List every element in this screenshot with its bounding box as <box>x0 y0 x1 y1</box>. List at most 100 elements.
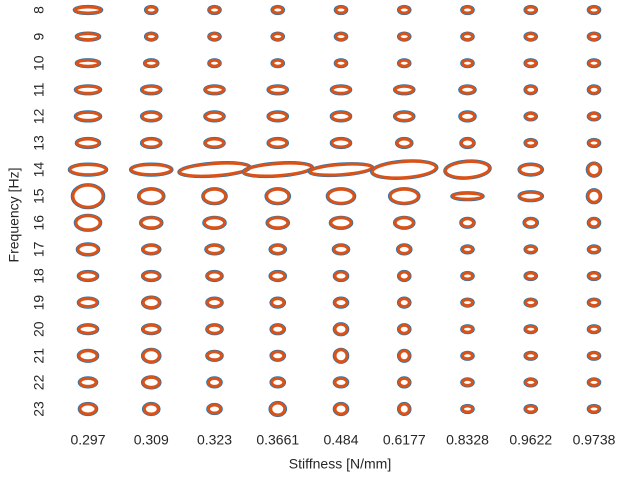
response-ellipse-b <box>143 58 159 68</box>
response-ellipse-b <box>144 32 158 42</box>
x-tick-label: 0.9622 <box>509 432 552 448</box>
y-tick-label: 19 <box>31 295 47 311</box>
x-tick-label: 0.9738 <box>573 432 616 448</box>
y-axis-label: Frequency [Hz] <box>6 168 22 263</box>
y-tick-label: 13 <box>31 135 47 151</box>
y-tick-label: 9 <box>31 32 47 40</box>
response-ellipse-b <box>587 377 601 387</box>
response-ellipse-b <box>393 110 415 122</box>
response-ellipse-b <box>518 190 544 202</box>
response-ellipse-b <box>587 32 601 42</box>
response-ellipse-b <box>587 84 601 95</box>
response-ellipse-b <box>141 243 161 255</box>
response-ellipse-b <box>587 271 601 281</box>
response-ellipse-b <box>206 297 223 309</box>
response-ellipse-b <box>204 137 225 149</box>
response-ellipse-b <box>524 84 538 95</box>
response-ellipse-b <box>77 349 99 363</box>
y-tick-label: 10 <box>31 55 47 71</box>
response-ellipse-b <box>397 349 411 363</box>
response-ellipse-b <box>334 32 348 42</box>
x-tick-label: 0.323 <box>197 432 232 448</box>
response-ellipse-b <box>207 403 222 415</box>
response-ellipse-b <box>71 183 105 209</box>
response-ellipse-b <box>397 297 411 309</box>
response-ellipse-b <box>334 58 348 68</box>
response-ellipse-b <box>330 110 352 122</box>
response-ellipse-b <box>77 323 99 335</box>
response-ellipse-b <box>140 110 162 122</box>
response-ellipse-b <box>265 187 291 205</box>
response-ellipse-b <box>330 137 352 149</box>
response-ellipse-b <box>586 162 602 178</box>
response-ellipse-b <box>461 404 474 414</box>
response-ellipse-b <box>461 244 474 254</box>
response-ellipse-b <box>266 216 290 230</box>
response-ellipse-b <box>326 187 356 205</box>
response-ellipse-b <box>333 270 349 282</box>
response-ellipse-b <box>524 404 538 414</box>
response-ellipse-b <box>76 242 100 256</box>
x-axis-label: Stiffness [N/mm] <box>289 456 391 472</box>
response-ellipse-b <box>271 58 285 68</box>
response-ellipse-b <box>587 351 601 361</box>
x-tick-label: 0.8328 <box>446 432 489 448</box>
response-ellipse-b <box>524 5 538 15</box>
response-ellipse-b <box>207 376 222 388</box>
response-ellipse-b <box>140 137 162 149</box>
response-ellipse-b <box>270 350 286 362</box>
response-ellipse-b <box>518 163 544 177</box>
response-ellipse-b <box>270 297 286 309</box>
response-ellipse-b <box>78 376 98 388</box>
response-ellipse-b <box>144 5 158 15</box>
response-ellipse-b <box>208 58 221 68</box>
response-ellipse-b <box>524 377 538 387</box>
response-ellipse-b <box>524 58 538 68</box>
response-ellipse-b <box>397 5 411 15</box>
response-ellipse-b <box>524 111 538 121</box>
response-ellipse-b <box>267 110 289 122</box>
response-ellipse-b <box>75 137 101 149</box>
response-ellipse-b <box>270 323 286 335</box>
response-ellipse-b <box>242 161 314 178</box>
response-ellipse-b <box>208 5 221 15</box>
response-ellipse-b <box>461 324 474 334</box>
response-ellipse-b <box>204 84 225 95</box>
response-ellipse-b <box>523 217 539 229</box>
response-ellipse-b <box>587 111 601 121</box>
response-ellipse-b <box>141 323 161 335</box>
response-ellipse-b <box>397 270 411 282</box>
response-ellipse-b <box>524 244 538 254</box>
response-ellipse-b <box>74 214 102 232</box>
response-ellipse-b <box>77 297 99 309</box>
response-ellipse-b <box>524 351 538 361</box>
y-tick-label: 11 <box>31 82 47 97</box>
response-ellipse-b <box>141 348 161 364</box>
response-ellipse-b <box>75 32 101 42</box>
response-ellipse-b <box>74 84 102 95</box>
response-ellipse-b <box>141 270 161 282</box>
response-ellipse-b <box>388 187 420 205</box>
y-tick-label: 14 <box>31 162 47 178</box>
response-ellipse-b <box>524 271 538 281</box>
response-ellipse-b <box>141 375 161 389</box>
response-ellipse-b <box>78 402 98 416</box>
response-ellipse-b <box>271 5 285 15</box>
response-ellipse-b <box>397 58 411 68</box>
y-tick-label: 20 <box>31 321 47 337</box>
response-ellipse-b <box>461 271 474 281</box>
response-ellipse-b <box>461 351 474 361</box>
response-ellipse-b <box>205 243 224 255</box>
response-ellipse-b <box>206 350 223 362</box>
response-ellipse-b <box>129 163 173 177</box>
response-ellipse-b <box>267 84 289 95</box>
response-ellipse-b <box>451 191 484 201</box>
response-ellipse-b <box>141 296 161 310</box>
response-ellipse-b <box>208 32 221 42</box>
x-tick-label: 0.3661 <box>256 432 299 448</box>
response-ellipse-b <box>137 187 165 205</box>
response-ellipse-b <box>461 5 474 15</box>
response-ellipse-b <box>524 138 538 148</box>
response-ellipse-b <box>460 217 475 229</box>
y-tick-label: 18 <box>31 268 47 284</box>
